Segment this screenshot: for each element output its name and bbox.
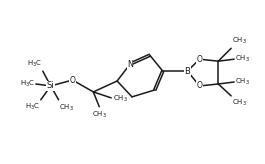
Text: CH$_3$: CH$_3$ <box>235 77 250 87</box>
Text: H$_3$C: H$_3$C <box>25 102 40 112</box>
Text: Si: Si <box>47 82 55 91</box>
Text: CH$_3$: CH$_3$ <box>113 94 128 104</box>
Text: CH$_3$: CH$_3$ <box>92 110 107 120</box>
Text: CH$_3$: CH$_3$ <box>59 103 74 113</box>
Text: CH$_3$: CH$_3$ <box>232 98 247 108</box>
Text: H$_3$C: H$_3$C <box>27 59 42 69</box>
Text: CH$_3$: CH$_3$ <box>235 54 250 64</box>
Text: O: O <box>196 82 202 91</box>
Text: N: N <box>127 60 133 69</box>
Text: O: O <box>70 75 76 84</box>
Text: CH$_3$: CH$_3$ <box>232 36 247 46</box>
Text: H$_3$C: H$_3$C <box>20 79 35 89</box>
Text: B: B <box>185 67 191 76</box>
Text: O: O <box>196 55 202 64</box>
